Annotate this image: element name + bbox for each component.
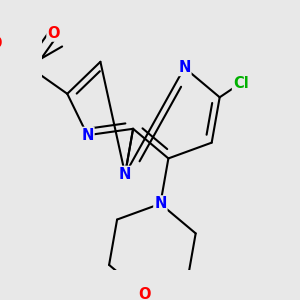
Text: O: O xyxy=(138,287,151,300)
Text: N: N xyxy=(81,128,94,143)
Text: N: N xyxy=(178,60,190,75)
Text: O: O xyxy=(0,36,2,51)
Text: Cl: Cl xyxy=(233,76,249,91)
Text: N: N xyxy=(154,196,167,211)
Text: N: N xyxy=(119,167,131,182)
Text: O: O xyxy=(47,26,60,41)
